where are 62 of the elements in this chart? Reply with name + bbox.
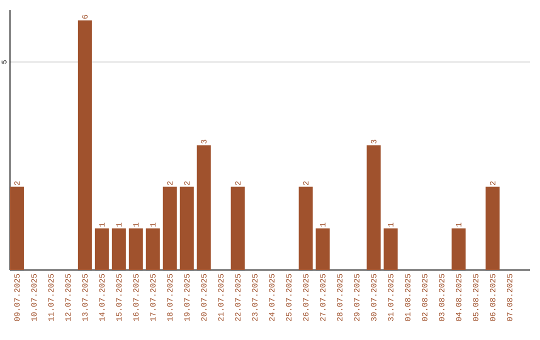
data-label: 2 xyxy=(490,181,496,186)
data-label: 2 xyxy=(235,181,240,186)
data-label: 6 xyxy=(82,14,88,19)
data-label: 1 xyxy=(133,222,139,227)
data-label: 2 xyxy=(14,181,20,186)
data-label: 1 xyxy=(388,222,394,227)
bar xyxy=(78,20,92,270)
x-tick-label: 12.07.2025 xyxy=(65,274,71,321)
x-tick-label: 21.07.2025 xyxy=(218,274,224,321)
data-label: 2 xyxy=(303,181,308,186)
bar xyxy=(128,228,143,270)
x-tick-label: 15.07.2025 xyxy=(116,274,122,321)
bar xyxy=(146,228,160,270)
x-tick-label: 27.07.2025 xyxy=(320,274,326,321)
bar xyxy=(298,186,313,270)
x-tick-label: 05.08.2025 xyxy=(472,274,478,322)
x-tick-label: 11.07.2025 xyxy=(48,274,54,321)
bar xyxy=(486,186,500,270)
x-tick-label: 22.07.2025 xyxy=(235,274,241,321)
x-tick-label: 26.07.2025 xyxy=(303,274,308,321)
bar xyxy=(112,228,126,270)
x-tick-label: 16.07.2025 xyxy=(133,274,139,321)
data-label: 1 xyxy=(150,222,156,227)
x-tick-label: 25.07.2025 xyxy=(286,274,292,321)
bar xyxy=(10,186,24,270)
bar xyxy=(162,186,177,270)
bar xyxy=(180,186,194,270)
data-label: 2 xyxy=(167,181,173,186)
x-tick-label: 07.08.2025 xyxy=(506,274,512,322)
x-tick-label: 17.07.2025 xyxy=(150,274,156,321)
x-tick-label: 03.08.2025 xyxy=(438,274,444,322)
x-tick-label: 19.07.2025 xyxy=(184,274,190,321)
x-tick-label: 04.08.2025 xyxy=(456,274,462,322)
x-tick-label: 09.07.2025 xyxy=(14,274,20,322)
bar xyxy=(230,186,245,270)
bar xyxy=(452,228,466,270)
x-tick-label: 13.07.2025 xyxy=(82,274,88,321)
bar xyxy=(94,228,109,270)
bar xyxy=(366,145,381,270)
x-tick-label: 28.07.2025 xyxy=(337,274,342,321)
x-tick-label: 10.07.2025 xyxy=(31,274,37,321)
x-tick-label: 30.07.2025 xyxy=(371,274,376,322)
x-tick-label: 14.07.2025 xyxy=(99,274,105,321)
x-tick-label: 02.08.2025 xyxy=(422,274,428,322)
x-tick-label: 06.08.2025 xyxy=(490,274,496,322)
data-label: 3 xyxy=(371,140,376,144)
data-label: 2 xyxy=(184,181,190,186)
data-label: 1 xyxy=(456,222,462,227)
bar xyxy=(384,228,398,270)
x-tick-label: 01.08.2025 xyxy=(404,274,410,322)
bar xyxy=(196,145,211,270)
x-tick-label: 31.07.2025 xyxy=(388,274,394,322)
x-tick-label: 20.07.2025 xyxy=(201,274,207,321)
data-label: 1 xyxy=(116,222,122,227)
data-label: 1 xyxy=(99,222,105,227)
data-label: 1 xyxy=(320,222,326,227)
x-tick-label: 29.07.2025 xyxy=(354,274,360,321)
x-tick-label: 18.07.2025 xyxy=(167,274,173,321)
bar xyxy=(316,228,330,270)
x-tick-label: 24.07.2025 xyxy=(269,274,275,321)
x-tick-label: 23.07.2025 xyxy=(252,274,258,321)
data-label: 3 xyxy=(201,140,207,144)
